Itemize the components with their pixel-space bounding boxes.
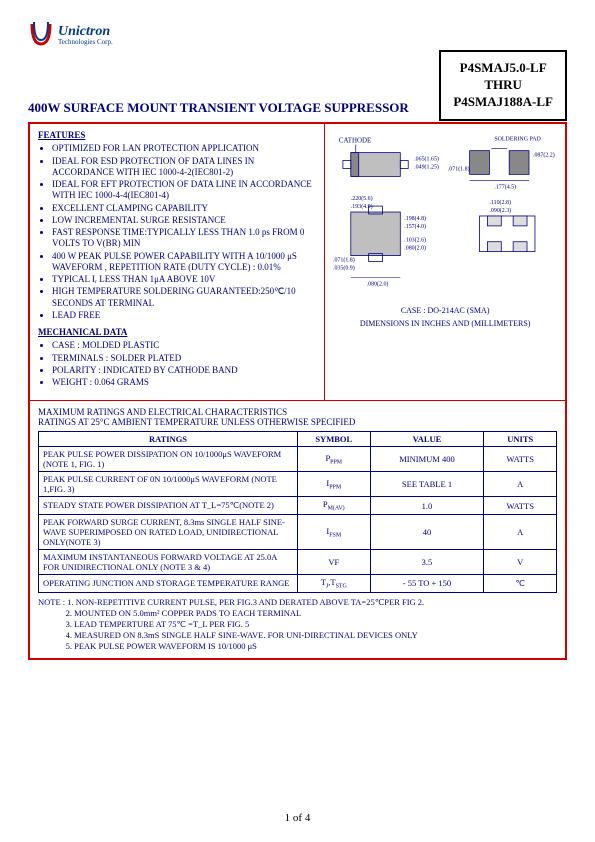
svg-text:.110(2.8): .110(2.8)	[490, 199, 512, 206]
table-row: PEAK PULSE POWER DISSIPATION ON 10/1000μ…	[39, 447, 557, 472]
case-line1: CASE : DO-214AC (SMA)	[331, 306, 559, 315]
svg-text:.193(4.9): .193(4.9)	[351, 203, 373, 210]
table-row: MAXIMUM INSTANTANEOUS FORWARD VOLTAGE AT…	[39, 549, 557, 574]
ratings-section: MAXIMUM RATINGS AND ELECTRICAL CHARACTER…	[30, 401, 565, 658]
svg-text:.080(2.0): .080(2.0)	[405, 245, 427, 252]
table-row: OPERATING JUNCTION AND STORAGE TEMPERATU…	[39, 574, 557, 592]
logo-mark-icon	[28, 20, 54, 50]
mech-item: WEIGHT : 0.064 GRAMS	[52, 377, 316, 388]
soldering-label: SOLDERING PAD	[495, 137, 542, 143]
mechanical-heading: MECHANICAL DATA	[38, 327, 316, 338]
svg-text:.177(4.5): .177(4.5)	[495, 183, 517, 190]
mechanical-list: CASE : MOLDED PLASTIC TERMINALS : SOLDER…	[38, 340, 316, 388]
case-line2: DIMENSIONS IN INCHES AND (MILLIMETERS)	[331, 319, 559, 328]
svg-text:.157(4.0): .157(4.0)	[405, 223, 427, 230]
svg-text:.220(5.6): .220(5.6)	[351, 195, 373, 202]
features-column: FEATURES OPTIMIZED FOR LAN PROTECTION AP…	[30, 124, 325, 400]
part-line1: P4SMAJ5.0-LF	[453, 60, 553, 77]
feature-item: HIGH TEMPERATURE SOLDERING GUARANTEED:25…	[52, 286, 316, 309]
upper-section: FEATURES OPTIMIZED FOR LAN PROTECTION AP…	[30, 124, 565, 401]
note-3: 3. LEAD TEMPERTURE AT 75℃ =T_L PER FIG. …	[66, 619, 250, 629]
note-4: 4. MEASURED ON 8.3mS SINGLE HALF SINE-WA…	[66, 630, 418, 640]
table-row: PEAK PULSE CURRENT OF 0N 10/1000μS WAVEF…	[39, 472, 557, 497]
features-heading: FEATURES	[38, 130, 316, 141]
svg-text:.087(2.2): .087(2.2)	[533, 152, 555, 159]
feature-item: TYPICAL Iᵣ LESS THAN 1μA ABOVE 10V	[52, 274, 316, 285]
page-container: Unictron Technologies Corp. P4SMAJ5.0-LF…	[0, 0, 595, 842]
svg-text:.198(4.8): .198(4.8)	[405, 215, 427, 222]
mech-item: POLARITY : INDICATED BY CATHODE BAND	[52, 365, 316, 376]
note-1: 1. NON-REPETITIVE CURRENT PULSE, PER FIG…	[67, 597, 424, 607]
col-value: VALUE	[370, 432, 484, 447]
col-symbol: SYMBOL	[298, 432, 371, 447]
features-list: OPTIMIZED FOR LAN PROTECTION APPLICATION…	[38, 143, 316, 321]
logo-text: Unictron Technologies Corp.	[58, 25, 113, 46]
feature-item: EXCELLENT CLAMPING CAPABILITY	[52, 203, 316, 214]
table-row: STEADY STATE POWER DISSIPATION AT T_L=75…	[39, 497, 557, 515]
logo-sub: Technologies Corp.	[58, 39, 113, 46]
notes-prefix: NOTE :	[38, 597, 65, 607]
ratings-table: RATINGS SYMBOL VALUE UNITS PEAK PULSE PO…	[38, 431, 557, 592]
svg-text:.080(2.0): .080(2.0)	[367, 280, 389, 287]
ratings-heading: MAXIMUM RATINGS AND ELECTRICAL CHARACTER…	[38, 407, 557, 427]
notes: NOTE : 1. NON-REPETITIVE CURRENT PULSE, …	[38, 597, 557, 652]
part-number-box: P4SMAJ5.0-LF THRU P4SMAJ188A-LF	[439, 50, 567, 121]
mech-item: TERMINALS : SOLDER PLATED	[52, 353, 316, 364]
diagram-column: CATHODE SOLDERING PAD .065(1.65) .049(1.…	[325, 124, 565, 400]
svg-text:.035(0.9): .035(0.9)	[333, 264, 355, 271]
ratings-tbody: PEAK PULSE POWER DISSIPATION ON 10/1000μ…	[39, 447, 557, 592]
note-5: 5. PEAK PULSE POWER WAVEFORM IS 10/1000 …	[66, 641, 257, 651]
feature-item: FAST RESPONSE TIME:TYPICALLY LESS THAN 1…	[52, 227, 316, 250]
package-diagram-icon: CATHODE SOLDERING PAD .065(1.65) .049(1.…	[331, 130, 559, 300]
svg-text:.090(2.3): .090(2.3)	[490, 207, 512, 214]
ratings-head2: RATINGS AT 25°C AMBIENT TEMPERATURE UNLE…	[38, 417, 557, 427]
svg-text:.071(1.8): .071(1.8)	[333, 257, 355, 264]
part-line3: P4SMAJ188A-LF	[453, 94, 553, 111]
feature-item: 400 W PEAK PULSE POWER CAPABILITY WITH A…	[52, 251, 316, 274]
col-units: UNITS	[484, 432, 557, 447]
main-frame: FEATURES OPTIMIZED FOR LAN PROTECTION AP…	[28, 122, 567, 660]
svg-text:.049(1.25): .049(1.25)	[414, 163, 439, 170]
feature-item: LEAD FREE	[52, 310, 316, 321]
col-ratings: RATINGS	[39, 432, 298, 447]
logo-main: Unictron	[58, 25, 113, 39]
feature-item: IDEAL FOR EFT PROTECTION OF DATA LINE IN…	[52, 179, 316, 202]
feature-item: LOW INCREMENTAL SURGE RESISTANCE	[52, 215, 316, 226]
page-number: 1 of 4	[0, 812, 595, 824]
note-2: 2. MOUNTED ON 5.0mm² COPPER PADS TO EACH…	[66, 608, 302, 618]
ratings-head1: MAXIMUM RATINGS AND ELECTRICAL CHARACTER…	[38, 407, 557, 417]
feature-item: OPTIMIZED FOR LAN PROTECTION APPLICATION	[52, 143, 316, 154]
mech-item: CASE : MOLDED PLASTIC	[52, 340, 316, 351]
cathode-label: CATHODE	[339, 138, 371, 145]
svg-text:.103(2.6): .103(2.6)	[405, 237, 427, 244]
feature-item: IDEAL FOR ESD PROTECTION OF DATA LINES I…	[52, 156, 316, 179]
part-line2: THRU	[453, 77, 553, 94]
logo: Unictron Technologies Corp.	[28, 20, 567, 50]
svg-text:.065(1.65): .065(1.65)	[414, 156, 439, 163]
table-row: PEAK FORWARD SURGE CURRENT, 8.3ms SINGLE…	[39, 514, 557, 549]
svg-text:.071(1.8): .071(1.8)	[448, 165, 470, 172]
